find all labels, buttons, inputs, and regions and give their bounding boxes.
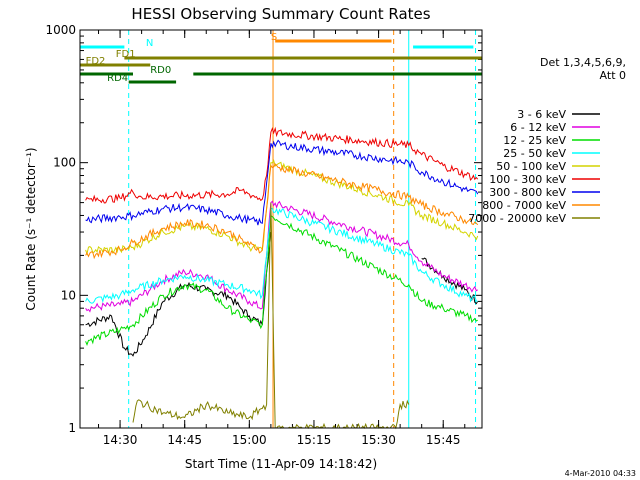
y-tick-label: 1000 bbox=[45, 23, 76, 37]
flag-label-fd1: FD1 bbox=[116, 49, 136, 60]
series-line-3 bbox=[85, 207, 478, 304]
x-tick-label: 15:45 bbox=[426, 433, 461, 447]
legend-label-2: 12 - 25 keV bbox=[503, 134, 566, 147]
legend-label-5: 100 - 300 keV bbox=[489, 173, 566, 186]
series-line-2 bbox=[85, 214, 478, 346]
x-tick-label: 15:15 bbox=[297, 433, 332, 447]
x-tick-label: 15:30 bbox=[361, 433, 396, 447]
series-line-8 bbox=[132, 202, 410, 430]
series-line-7 bbox=[85, 163, 479, 260]
x-tick-label: 14:30 bbox=[103, 433, 138, 447]
x-axis-label: Start Time (11-Apr-09 14:18:42) bbox=[185, 457, 377, 471]
y-axis-label: Count Rate (s⁻¹ detector⁻¹) bbox=[24, 147, 38, 310]
plot-frame bbox=[79, 29, 483, 429]
series-line-5 bbox=[85, 126, 479, 204]
legend-label-4: 50 - 100 keV bbox=[496, 160, 566, 173]
flag-label-rd0: RD0 bbox=[150, 65, 171, 76]
legend-label-1: 6 - 12 keV bbox=[510, 121, 566, 134]
legend-label-8: 7000 - 20000 keV bbox=[468, 212, 566, 225]
flag-label-n: N bbox=[146, 38, 153, 49]
flag-label-s: S bbox=[271, 32, 277, 43]
flag-label-fd2: FD2 bbox=[86, 56, 106, 67]
y-tick-label: 1 bbox=[68, 421, 76, 435]
legend-label-6: 300 - 800 keV bbox=[489, 186, 566, 199]
legend-label-0: 3 - 6 keV bbox=[517, 108, 566, 121]
footer-timestamp: 4-Mar-2010 04:33 bbox=[565, 469, 636, 478]
legend-header-line: Det 1,3,4,5,6,9, bbox=[540, 56, 626, 69]
flag-label-rd4: RD4 bbox=[107, 73, 128, 84]
legend-label-3: 25 - 50 keV bbox=[503, 147, 566, 160]
series-line-4 bbox=[85, 159, 479, 256]
chart-title: HESSI Observing Summary Count Rates bbox=[131, 5, 430, 23]
y-tick-label: 100 bbox=[53, 156, 76, 170]
legend-label-7: 800 - 7000 keV bbox=[482, 199, 566, 212]
x-tick-label: 15:00 bbox=[232, 433, 267, 447]
y-tick-label: 10 bbox=[61, 288, 76, 302]
legend-header-line: Att 0 bbox=[600, 69, 626, 82]
series-line-6 bbox=[85, 139, 479, 226]
x-tick-label: 14:45 bbox=[167, 433, 202, 447]
